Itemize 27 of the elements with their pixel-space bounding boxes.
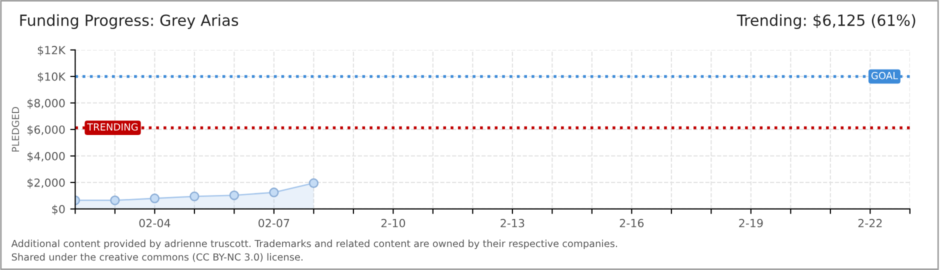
x-tick-label: 2-10 (381, 218, 406, 228)
y-tick-label: $12K (38, 46, 66, 56)
chart-title: Funding Progress: Grey Arias (20, 14, 238, 29)
y-tick-label: $8,000 (28, 98, 65, 109)
point (150, 194, 160, 204)
point (308, 178, 319, 188)
text: Additional content provided by adrienne truscott. Trademarks and related content are owned by their respective companies. (11, 240, 617, 250)
ref-line-label: TRENDING (87, 123, 138, 131)
x-tick-label: 02-04 (139, 218, 170, 228)
chart-subtitle: Trending: $6,125 (61%) (736, 14, 916, 29)
point (269, 188, 279, 198)
text: Shared under the creative commons (CC BY-NC 3.0) license. (12, 253, 302, 262)
point (190, 192, 200, 202)
y-tick-label: $6,000 (28, 125, 65, 136)
y-tick-label: $4,000 (28, 152, 65, 162)
y-tick-label: $2,000 (28, 178, 65, 188)
x-tick-label: 02-07 (258, 218, 290, 228)
y-tick-label: $10K (38, 72, 66, 82)
y-tick-label: $0 (52, 204, 65, 215)
point (229, 190, 240, 200)
x-tick-label: 2-19 (739, 218, 763, 228)
x-tick-label: 2-13 (500, 218, 524, 228)
point (110, 196, 120, 206)
ref-line-label: GOAL (871, 72, 898, 80)
x-tick-label: 2-16 (620, 218, 644, 228)
x-tick-label: 2-22 (858, 218, 882, 228)
y-axis-title: PLEDGED (12, 107, 20, 152)
